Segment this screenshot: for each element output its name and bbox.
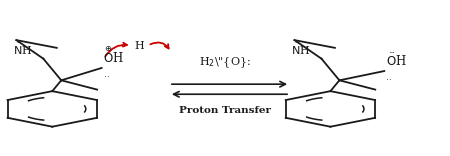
Text: Proton Transfer: Proton Transfer [179,106,271,115]
Text: $\ddot{\rm N}$H: $\ddot{\rm N}$H [291,42,310,57]
Text: ··: ·· [387,76,395,85]
FancyArrowPatch shape [150,42,169,48]
Text: H$_2$\"{O}:: H$_2$\"{O}: [199,55,251,70]
Text: $\ddot{\rm O}$H: $\ddot{\rm O}$H [386,53,406,69]
Text: H: H [135,41,144,51]
Text: ··: ·· [104,73,113,82]
FancyArrowPatch shape [105,43,127,56]
Text: $\overset{\oplus}{\rm O}$H: $\overset{\oplus}{\rm O}$H [103,46,124,66]
Text: $\ddot{\rm N}$H: $\ddot{\rm N}$H [13,42,32,57]
